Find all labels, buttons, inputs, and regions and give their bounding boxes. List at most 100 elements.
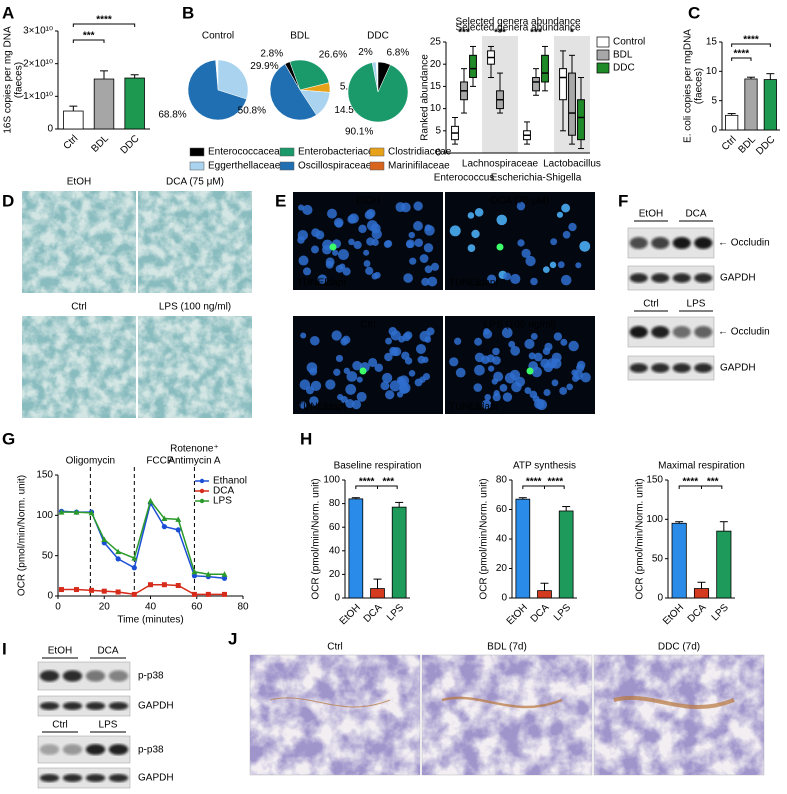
x-tick-label: LPS [710, 602, 731, 623]
bar [63, 110, 84, 130]
event-label: Antimycin A [168, 456, 221, 467]
nucleus [486, 354, 495, 363]
y-tick-label: 100 [323, 475, 340, 486]
bar [763, 79, 777, 131]
tunel-positive [329, 243, 337, 251]
tunel-positive [496, 243, 504, 251]
blot-band [39, 744, 60, 755]
pie-title: BDL [290, 31, 310, 42]
point [191, 573, 198, 579]
blot-band [85, 670, 106, 682]
nucleus [392, 346, 402, 357]
point [221, 571, 228, 577]
nucleus [421, 277, 430, 286]
significance-bracket [544, 485, 565, 489]
nucleus [493, 390, 500, 397]
series-line [61, 499, 225, 575]
image-label: EtOH [356, 196, 380, 207]
blot-band [108, 702, 129, 710]
band-label: ← Occludin [718, 327, 770, 338]
legend-swatch [369, 161, 385, 171]
stain-label: TUNEL [449, 278, 482, 289]
image-label: LPS (100 ng/ml) [484, 320, 556, 331]
nucleus [363, 260, 371, 267]
point [115, 548, 122, 555]
significance-label: *** [458, 28, 470, 39]
stain-label: /dapi [476, 278, 498, 289]
band-label: p-p38 [138, 745, 164, 756]
blot-band [85, 774, 106, 782]
significance-label: *** [382, 477, 394, 488]
y-tick-label: 20 [430, 59, 442, 70]
legend-label: Enterobacteriaceae [298, 147, 385, 158]
point [161, 524, 167, 530]
legend-label: DCA [213, 486, 234, 497]
x-tick-label: Enterococcus [434, 173, 495, 184]
legend-marker [199, 478, 205, 484]
x-tick-label: EtOH [338, 602, 363, 627]
nucleus [335, 220, 343, 228]
chart-title: Maximal respiration [658, 461, 745, 472]
nucleus [342, 267, 351, 276]
nucleus [530, 332, 538, 340]
nucleus [311, 228, 320, 238]
nucleus [317, 274, 328, 284]
image-label: DCA (75 μM) [166, 177, 224, 188]
nucleus [348, 238, 355, 246]
significance-label: **** [734, 49, 750, 60]
band-label: GAPDH [138, 701, 174, 712]
image-label: Ctrl [327, 642, 343, 653]
pie-title: DDC [367, 31, 389, 42]
nucleus [370, 223, 381, 234]
nucleus [449, 357, 459, 367]
nucleus [424, 224, 432, 232]
chart-title: Selected genera abundance [455, 23, 581, 34]
nucleus [467, 244, 476, 252]
nucleus [501, 327, 513, 339]
y-tick-label: 0 [47, 124, 53, 135]
nucleus [408, 231, 415, 239]
stain-label: TUNEL [449, 402, 482, 413]
significance-label: *** [494, 28, 506, 39]
bar [693, 588, 710, 599]
y-axis-label: Ranked abundance [420, 54, 431, 141]
legend-swatch [279, 147, 295, 157]
nucleus [530, 277, 538, 286]
micrograph-texture [138, 316, 252, 418]
panel-letter: G [2, 429, 15, 448]
nucleus [353, 240, 362, 250]
blot-band [651, 273, 670, 283]
box [532, 77, 540, 92]
x-tick-label: DCA [686, 602, 709, 625]
nucleus [423, 243, 434, 253]
significance-label: **** [526, 477, 542, 488]
group-label: DCA [97, 646, 118, 657]
nucleus [571, 374, 579, 382]
nucleus [568, 340, 579, 352]
nucleus [455, 367, 466, 378]
nucleus [335, 264, 344, 273]
y-axis-label: OCR (pmol/min/Norm. unit) [479, 478, 490, 599]
y-tick-label: 50 [42, 550, 54, 561]
group-label: LPS [687, 299, 706, 310]
pie-slice [187, 59, 247, 121]
nucleus [368, 357, 378, 368]
x-tick-label: 20 [99, 602, 111, 613]
box [541, 54, 549, 83]
significance-label: * [570, 28, 574, 39]
nucleus [516, 201, 526, 211]
nucleus [404, 357, 413, 365]
pie-slice [371, 61, 379, 93]
y-tick-label: 40 [496, 534, 508, 545]
group-label: DCA [685, 209, 706, 220]
legend-swatch [369, 147, 385, 157]
nucleus [546, 358, 557, 369]
x-tick-label: BDL [736, 134, 758, 156]
point [148, 582, 153, 588]
bar [391, 506, 407, 599]
stain-label: TUNEL [297, 278, 330, 289]
point [205, 591, 211, 597]
significance-bracket [701, 485, 723, 489]
significance-label: *** [707, 477, 719, 488]
slice-label: 6.8% [386, 48, 409, 59]
